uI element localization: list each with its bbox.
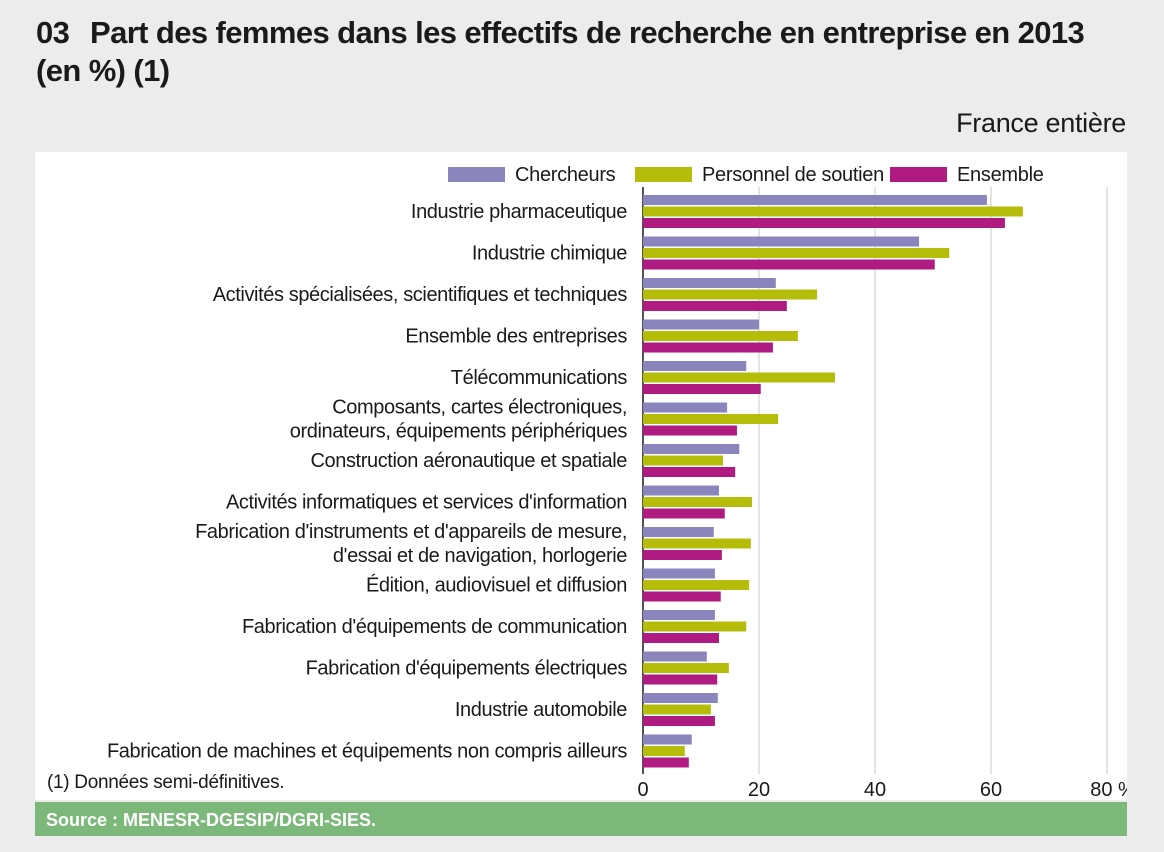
bar bbox=[643, 497, 753, 507]
legend-label: Chercheurs bbox=[515, 164, 616, 186]
category-label: ordinateurs, équipements périphériques bbox=[290, 421, 628, 443]
bar bbox=[643, 361, 747, 371]
bar bbox=[643, 278, 776, 288]
footnote: (1) Données semi-définitives. bbox=[47, 772, 284, 793]
bar bbox=[643, 693, 718, 703]
legend-label: Personnel de soutien bbox=[702, 164, 884, 186]
bar bbox=[643, 289, 817, 300]
bar bbox=[643, 467, 736, 477]
category-label: Fabrication de machines et équipements n… bbox=[107, 741, 627, 763]
category-label: Industrie pharmaceutique bbox=[411, 201, 627, 223]
bar bbox=[643, 425, 737, 436]
bar bbox=[643, 663, 729, 673]
bar bbox=[643, 301, 787, 311]
bar bbox=[643, 485, 719, 496]
category-label: Fabrication d'équipements électriques bbox=[306, 658, 628, 680]
bar bbox=[643, 444, 740, 454]
legend-swatch bbox=[890, 167, 947, 182]
category-label: Activités spécialisées, scientifiques et… bbox=[213, 284, 628, 306]
category-label: Fabrication d'instruments et d'appareils… bbox=[195, 521, 627, 543]
x-tick-label: 40 bbox=[864, 779, 886, 800]
category-label: Construction aéronautique et spatiale bbox=[310, 450, 627, 472]
x-tick-label: 60 bbox=[980, 779, 1002, 800]
bar bbox=[643, 610, 715, 620]
bar bbox=[643, 206, 1023, 217]
bar bbox=[643, 331, 798, 341]
bar bbox=[643, 651, 707, 662]
legend-swatch bbox=[448, 167, 505, 182]
bar bbox=[643, 568, 715, 579]
bar bbox=[643, 591, 721, 602]
category-label: Télécommunications bbox=[451, 367, 628, 389]
bar bbox=[643, 734, 692, 745]
bar bbox=[643, 402, 728, 413]
x-tick-label: 20 bbox=[748, 779, 770, 800]
bar bbox=[643, 455, 724, 466]
bar bbox=[643, 372, 835, 383]
category-label: d'essai et de navigation, horlogerie bbox=[333, 545, 627, 567]
category-label: Ensemble des entreprises bbox=[405, 326, 627, 348]
bar bbox=[643, 527, 714, 537]
bar bbox=[643, 259, 935, 270]
bar bbox=[643, 508, 725, 519]
bar bbox=[643, 746, 685, 756]
bar bbox=[643, 704, 711, 715]
x-tick-label: 0 bbox=[637, 779, 648, 800]
bar bbox=[643, 621, 747, 632]
category-label: Composants, cartes électroniques, bbox=[332, 397, 627, 419]
bar bbox=[643, 218, 1005, 228]
category-label: Fabrication d'équipements de communicati… bbox=[242, 616, 627, 638]
bar bbox=[643, 384, 761, 394]
legend-swatch bbox=[635, 167, 692, 182]
bar bbox=[643, 674, 718, 685]
chart-title: 03 Part des femmes dans les effectifs de … bbox=[36, 14, 1136, 90]
category-label: Industrie automobile bbox=[455, 699, 627, 721]
bar bbox=[643, 716, 715, 726]
bar bbox=[643, 550, 722, 560]
title-text: Part des femmes dans les effectifs de re… bbox=[36, 15, 1085, 88]
category-label: Activités informatiques et services d'in… bbox=[226, 492, 627, 514]
bar bbox=[643, 633, 719, 643]
bar bbox=[643, 236, 920, 247]
bar bbox=[643, 248, 950, 258]
bar bbox=[643, 538, 751, 549]
chart-panel: 0 20 40 60 80 % Chercheurs Personnel de soutie… bbox=[35, 152, 1127, 800]
legend-label: Ensemble bbox=[957, 164, 1044, 186]
category-label: Édition, audiovisuel et diffusion bbox=[366, 574, 627, 597]
bar bbox=[643, 319, 759, 330]
category-label: Industrie chimique bbox=[472, 243, 627, 265]
bar bbox=[643, 195, 987, 205]
title-number: 03 bbox=[36, 15, 70, 50]
bar bbox=[643, 414, 779, 424]
bar bbox=[643, 757, 689, 768]
bar bbox=[643, 580, 750, 590]
chart-subtitle: France entière bbox=[956, 108, 1126, 138]
bar bbox=[643, 342, 773, 353]
x-tick-label: 80 % bbox=[1090, 779, 1127, 800]
bar-chart: 0 20 40 60 80 % Chercheurs Personnel de soutie… bbox=[47, 164, 1127, 800]
source-note: Source : MENESR-DGESIP/DGRI-SIES. bbox=[35, 802, 1127, 836]
